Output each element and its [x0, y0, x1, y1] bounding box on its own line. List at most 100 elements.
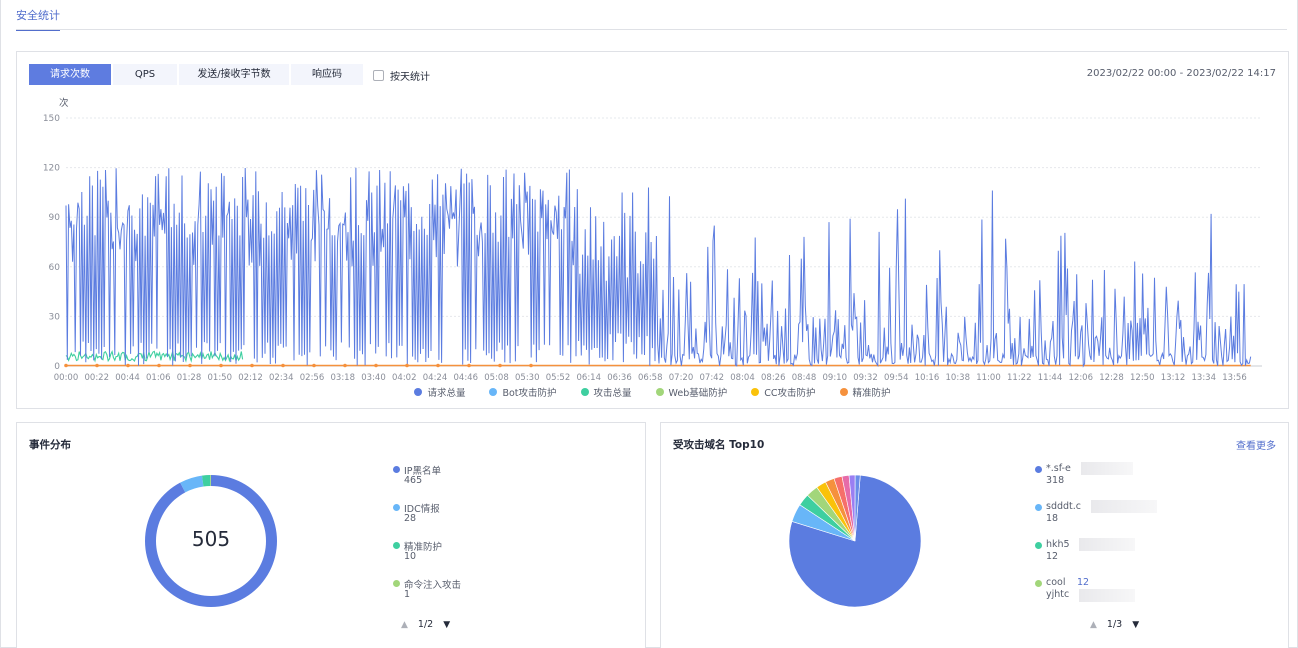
page-down-icon[interactable]: ▼ — [443, 619, 451, 630]
x-tick-label: 12:28 — [1099, 373, 1124, 383]
data-point — [312, 363, 316, 368]
y-tick-label: 60 — [49, 263, 61, 273]
x-tick-label: 03:18 — [331, 373, 356, 383]
x-tick-label: 11:00 — [976, 373, 1001, 383]
domain-pie-chart — [788, 474, 922, 608]
page-up-icon[interactable]: ▲ — [1090, 619, 1097, 630]
x-tick-label: 08:48 — [792, 373, 817, 383]
x-tick-label: 04:02 — [392, 373, 417, 383]
masked-text — [1079, 589, 1135, 602]
legend-cc-protection[interactable]: CC攻击防护 — [751, 385, 816, 399]
data-point — [219, 363, 223, 368]
x-tick-label: 06:58 — [638, 373, 663, 383]
x-tick-label: 12:06 — [1069, 373, 1094, 383]
x-tick-label: 13:12 — [1161, 373, 1186, 383]
x-tick-label: 01:28 — [177, 373, 202, 383]
masked-text — [1081, 462, 1133, 475]
data-point — [343, 363, 347, 368]
by-day-label: 按天统计 — [390, 72, 430, 83]
x-tick-label: 02:12 — [238, 373, 263, 383]
chart-legend: 请求总量 Bot攻击防护 攻击总量 Web基础防护 CC攻击防护 精准防护 — [17, 385, 1288, 399]
tab-request-count[interactable]: 请求次数 — [29, 64, 111, 85]
data-point — [64, 363, 68, 368]
data-point — [250, 363, 254, 368]
donut-segment[interactable] — [201, 475, 211, 487]
x-tick-label: 00:44 — [115, 373, 140, 383]
pie-slice[interactable] — [854, 474, 861, 542]
masked-text — [1079, 538, 1135, 551]
donut-segments — [145, 475, 277, 607]
legend-bot-protection[interactable]: Bot攻击防护 — [489, 385, 557, 399]
x-tick-label: 02:34 — [269, 373, 294, 383]
date-range: 2023/02/22 00:00 - 2023/02/22 14:17 — [1086, 68, 1276, 79]
donut-segment[interactable] — [210, 475, 211, 487]
y-tick-label: 150 — [43, 114, 60, 124]
page-down-icon[interactable]: ▼ — [1132, 619, 1140, 630]
by-day-checkbox[interactable]: 按天统计 — [373, 68, 430, 83]
x-tick-label: 11:44 — [1038, 373, 1063, 383]
panel-title: 受攻击域名 Top10 — [673, 439, 765, 451]
tab-qps[interactable]: QPS — [113, 64, 177, 85]
x-tick-label: 07:42 — [700, 373, 725, 383]
x-tick-label: 05:30 — [515, 373, 540, 383]
x-tick-label: 01:50 — [208, 373, 233, 383]
x-tick-label: 05:52 — [546, 373, 571, 383]
event-pager: ▲ 1/2 ▼ — [401, 619, 450, 630]
x-tick-label: 08:04 — [730, 373, 755, 383]
tab-security-statistics[interactable]: 安全统计 — [16, 7, 60, 31]
metric-tabs: 请求次数 QPS 发送/接收字节数 响应码 — [29, 64, 365, 85]
donut-segment[interactable] — [180, 475, 204, 493]
legend-attack-total[interactable]: 攻击总量 — [580, 385, 632, 399]
event-donut-chart: 505 — [145, 475, 277, 607]
domain-extra-value: 12 — [1077, 577, 1090, 588]
data-point — [281, 363, 285, 368]
page-indicator: 1/3 — [1106, 619, 1123, 630]
x-tick-label: 08:26 — [761, 373, 786, 383]
data-point — [126, 363, 130, 368]
x-tick-label: 10:16 — [915, 373, 940, 383]
checkbox-icon[interactable] — [373, 70, 384, 81]
x-axis-ticks: 00:00 00:22 00:44 01:06 01:28 01:50 02:12 02:34… — [54, 373, 1247, 383]
legend-request-total[interactable]: 请求总量 — [414, 385, 465, 399]
tab-divider — [16, 29, 1287, 30]
masked-text — [1091, 500, 1157, 513]
x-tick-label: 07:20 — [669, 373, 694, 383]
data-point — [157, 363, 161, 368]
x-tick-label: 04:46 — [454, 373, 479, 383]
x-tick-label: 00:22 — [85, 373, 110, 383]
x-tick-label: 12:50 — [1130, 373, 1155, 383]
x-tick-label: 13:56 — [1222, 373, 1247, 383]
series-points — [64, 363, 533, 368]
page-indicator: 1/2 — [417, 619, 434, 630]
x-tick-label: 06:14 — [577, 373, 602, 383]
request-line-chart: 次 150 120 90 60 30 0 00:00 00:22 00:44 01:06 01:2… — [43, 97, 1262, 383]
data-point — [188, 363, 192, 368]
view-more-link[interactable]: 查看更多 — [1236, 441, 1276, 452]
data-point — [95, 363, 99, 368]
x-tick-label: 00:00 — [54, 373, 79, 383]
x-tick-label: 01:06 — [146, 373, 171, 383]
legend-precise-protection[interactable]: 精准防护 — [839, 385, 891, 399]
tab-response-code[interactable]: 响应码 — [291, 64, 363, 85]
y-tick-label: 30 — [49, 312, 61, 322]
page-up-icon[interactable]: ▲ — [401, 619, 408, 630]
domain-pager: ▲ 1/3 ▼ — [1090, 619, 1139, 630]
x-tick-label: 09:10 — [823, 373, 848, 383]
data-point — [529, 363, 533, 368]
legend-web-basic-protection[interactable]: Web基础防护 — [655, 385, 727, 399]
series-attack-total — [65, 349, 244, 363]
x-tick-label: 09:54 — [884, 373, 909, 383]
series-request-total — [65, 167, 1252, 368]
x-tick-label: 11:22 — [1007, 373, 1032, 383]
event-total: 505 — [192, 527, 230, 551]
x-tick-label: 13:34 — [1192, 373, 1217, 383]
y-axis-ticks: 150 120 90 60 30 0 — [43, 114, 60, 372]
y-tick-label: 90 — [49, 213, 61, 223]
x-tick-label: 04:24 — [423, 373, 448, 383]
tab-bytes[interactable]: 发送/接收字节数 — [179, 64, 289, 85]
data-point — [374, 363, 378, 368]
x-tick-label: 09:32 — [853, 373, 878, 383]
event-distribution-panel: 事件分布 505 IP黑名单 465 IDC情报 28 精准防护 10 命令注入攻击 1… — [16, 422, 646, 648]
data-point — [405, 363, 409, 368]
x-tick-label: 05:08 — [484, 373, 509, 383]
